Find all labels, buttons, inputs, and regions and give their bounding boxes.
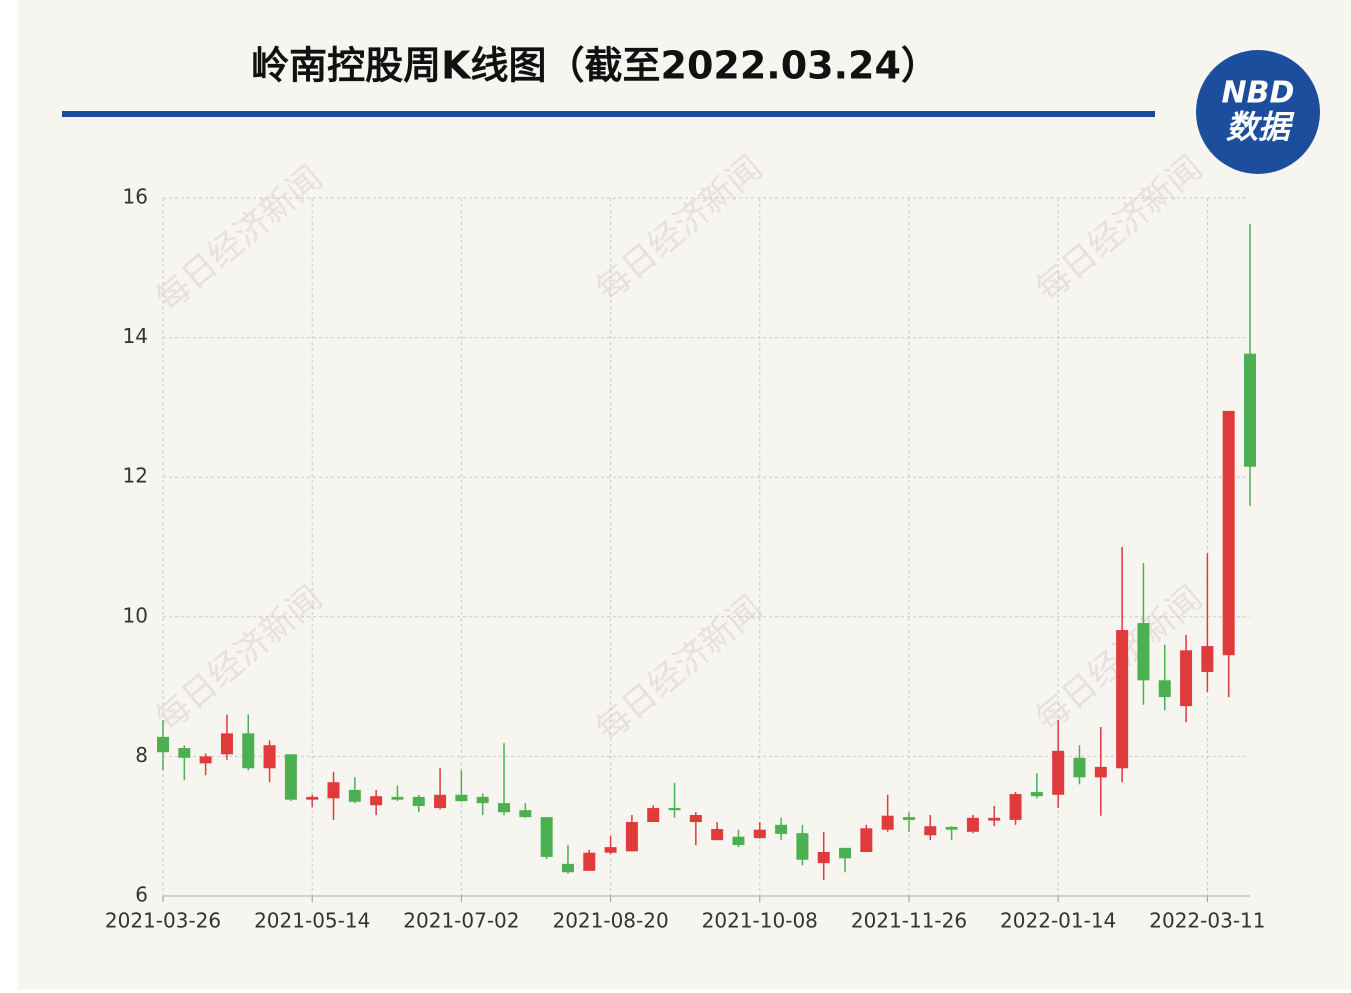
candle-body	[988, 817, 1001, 821]
candle-body	[370, 796, 383, 806]
candle-body	[796, 833, 809, 860]
x-tick-label: 2021-05-14	[254, 909, 370, 933]
candle-body	[1158, 680, 1171, 698]
candle-body	[1180, 650, 1193, 707]
candle-body	[583, 852, 596, 871]
title-rule	[62, 111, 1155, 117]
y-tick-label: 16	[123, 185, 148, 209]
candle-body	[966, 817, 979, 832]
candle-body	[391, 796, 404, 800]
candle-body	[817, 852, 830, 864]
y-tick-label: 6	[135, 883, 148, 907]
candle-body	[839, 847, 852, 859]
candle-body	[881, 815, 894, 830]
candle-body	[284, 754, 297, 800]
candle-body	[157, 736, 169, 753]
candle-body	[945, 826, 958, 830]
candle-body	[476, 796, 489, 804]
candle-body	[1201, 646, 1214, 672]
candle-body	[902, 817, 915, 820]
candle-body	[1009, 794, 1022, 820]
brand-badge	[1196, 50, 1320, 174]
candle-body	[1244, 353, 1256, 467]
x-tick-label: 2021-08-20	[552, 909, 668, 933]
candle-body	[498, 803, 511, 813]
candle-body	[604, 847, 617, 853]
candle-body	[1222, 410, 1235, 656]
x-tick-label: 2021-10-08	[702, 909, 818, 933]
candle-body	[199, 756, 212, 764]
candle-body	[1030, 791, 1043, 797]
candle-body	[711, 828, 724, 841]
candle-body	[1073, 757, 1086, 778]
x-tick-label: 2022-01-14	[1000, 909, 1116, 933]
card	[18, 0, 1351, 989]
candle-body	[1137, 623, 1150, 681]
x-tick-label: 2021-03-26	[105, 909, 221, 933]
x-tick-label: 2021-11-26	[851, 909, 967, 933]
candle-body	[434, 794, 447, 809]
y-tick-label: 12	[123, 464, 148, 488]
brand-bottom: 数据	[1226, 108, 1295, 146]
candle-body	[220, 733, 233, 755]
candle-body	[348, 789, 361, 802]
candle-body	[689, 815, 702, 823]
candle-body	[924, 826, 937, 836]
candle-body	[519, 810, 532, 818]
candle-body	[1094, 766, 1107, 778]
plot: 6 8 10 12 14 16 2021-03-26 2021-05-14 2021-07-02…	[105, 185, 1266, 933]
y-tick-label: 8	[135, 743, 148, 767]
candle-body	[540, 817, 553, 857]
x-tick-label: 2021-07-02	[403, 909, 519, 933]
candle-body	[306, 796, 319, 800]
candle-body	[625, 822, 638, 852]
candle-body	[561, 863, 574, 873]
y-tick-label: 10	[123, 603, 148, 627]
candle-body	[412, 796, 425, 806]
candle-body	[242, 733, 255, 769]
candle-body	[732, 836, 745, 846]
chart-title: 岭南控股周K线图（截至2022.03.24）	[251, 44, 939, 88]
candle-body	[178, 748, 191, 758]
candle-body	[263, 745, 276, 769]
candle-body	[455, 794, 468, 802]
candle-body	[1116, 630, 1129, 769]
candle-body	[668, 808, 681, 811]
y-tick-label: 14	[123, 324, 148, 348]
candle-body	[1052, 750, 1065, 795]
brand-top: NBD	[1222, 76, 1295, 111]
candle-body	[647, 808, 660, 823]
candle-body	[327, 782, 340, 799]
candle-body	[860, 828, 873, 853]
candle-body	[775, 824, 788, 834]
x-tick-label: 2022-03-11	[1149, 909, 1265, 933]
candle-body	[753, 829, 766, 839]
